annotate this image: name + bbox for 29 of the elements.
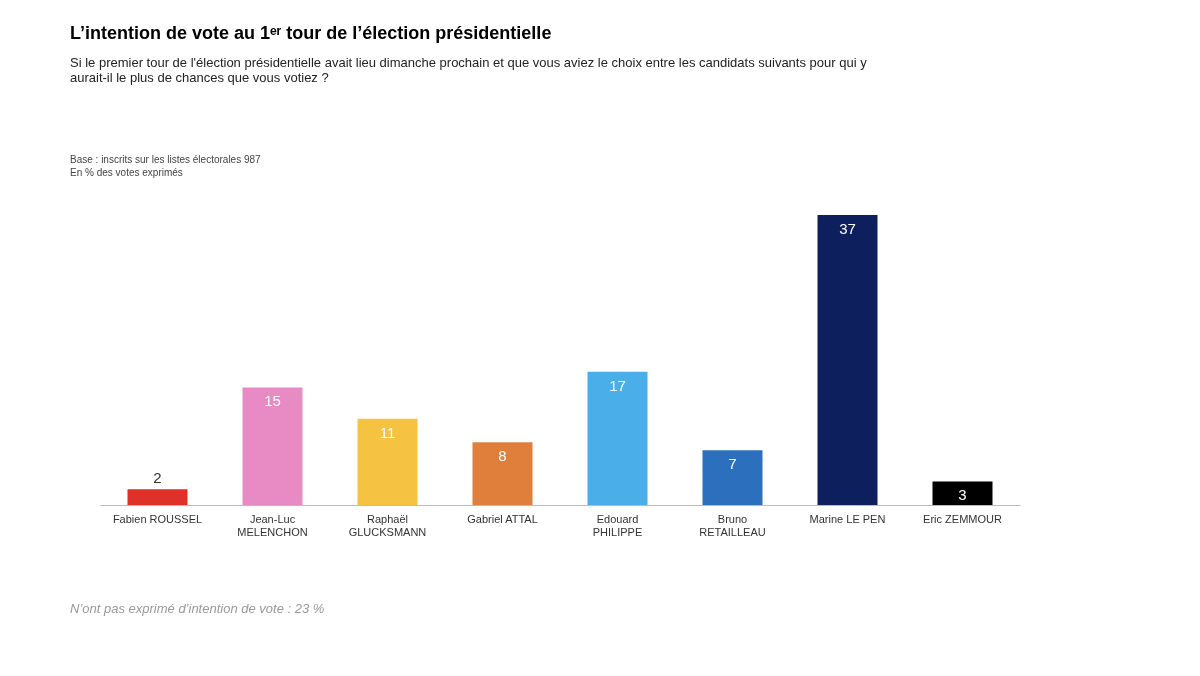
data-label: 17 [609, 376, 626, 394]
data-label: 8 [498, 447, 507, 465]
x-tick-label: Marine LE PEN [809, 512, 886, 525]
text: Base : inscrits sur les listes électorales 987 [70, 154, 262, 165]
x-tick-label: Fabien ROUSSEL [112, 512, 203, 525]
data-label: 3 [958, 486, 967, 504]
chart-title: L’intention de vote au 1ᵉʳ tour de l’élection présidentielle [70, 23, 552, 43]
data-label: 2 [153, 469, 162, 487]
x-tick-label: Bruno RETAILLEAU [699, 512, 766, 538]
data-label: 15 [264, 392, 281, 410]
x-tick-label: Jean-Luc MELENCHON [237, 512, 308, 538]
x-tick-label: Raphaël GLUCKSMANN [348, 512, 427, 538]
bar [472, 442, 533, 505]
text: N’ont pas exprimé d’intention de vote : 23 % [70, 601, 325, 616]
x-tick-label: Eric ZEMMOUR [923, 512, 1002, 525]
chart-subtitle: Si le premier tour de l'élection présidentielle avait lieu dimanche prochain et que vous aviez le choix entre les candidats suivants pour qui y aurait-il le plus de chances que vous votiez ? [70, 55, 868, 85]
data-label: 11 [379, 423, 396, 441]
bar [817, 215, 878, 505]
bar [242, 387, 303, 505]
x-tick-label: Edouard PHILIPPE [592, 512, 643, 538]
bar [587, 371, 648, 505]
data-label: 7 [728, 455, 737, 473]
bar [357, 418, 418, 505]
bar [702, 450, 763, 505]
data-label: 37 [839, 220, 856, 237]
bar [932, 481, 993, 505]
text: En % des votes exprimés [70, 167, 183, 178]
x-tick-label: Gabriel ATTAL [467, 512, 538, 525]
bar [127, 489, 188, 505]
